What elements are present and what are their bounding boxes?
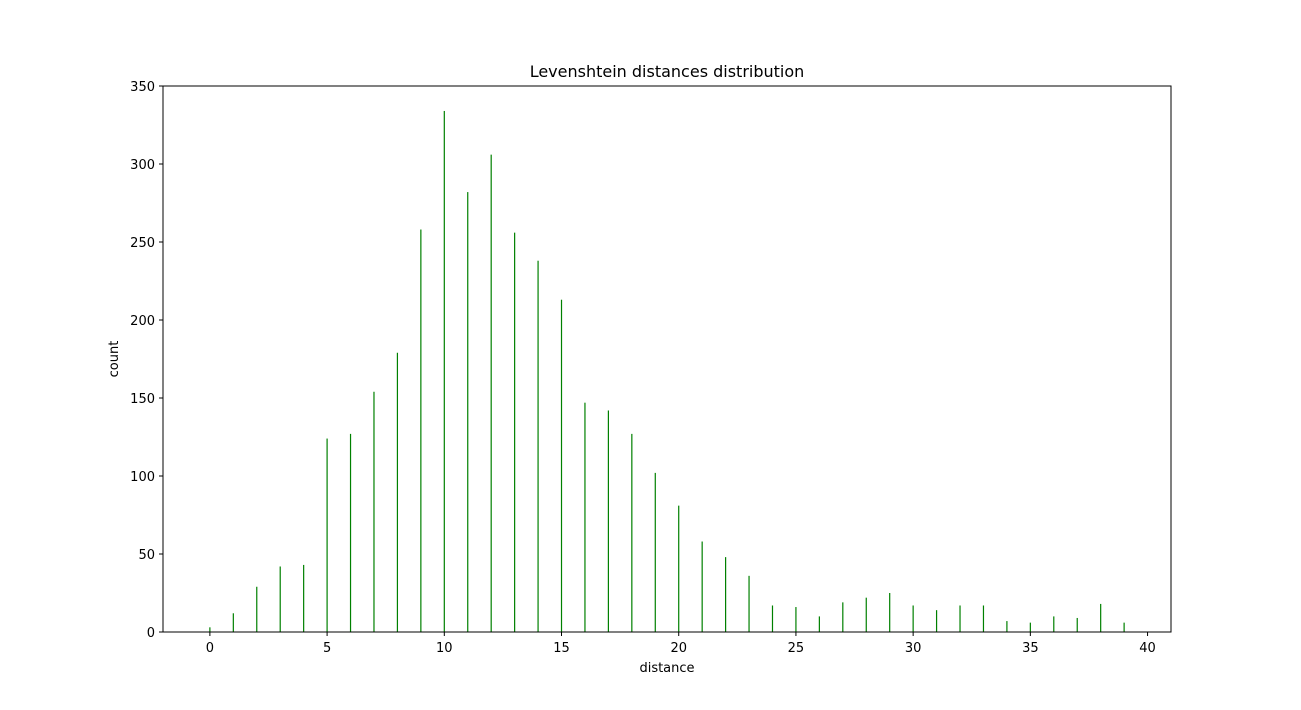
y-tick-label: 250 [130,236,155,251]
bar [725,557,727,632]
bar [396,352,399,632]
bar [209,627,211,632]
bar [1123,622,1125,632]
bar [842,602,844,632]
x-tick-label: 5 [323,641,331,656]
x-tick-label: 20 [670,641,687,656]
bar [256,586,258,632]
x-tick-label: 35 [1022,641,1039,656]
y-tick-label: 350 [130,80,155,95]
bar [560,299,563,632]
bar [443,110,445,632]
y-tick-label: 0 [147,626,155,641]
bar [818,616,820,632]
bar [982,605,985,632]
bar [771,605,774,632]
bar [232,613,234,632]
bar [514,232,516,632]
x-axis: 0 5 10 15 20 25 30 35 40 [206,632,1156,656]
chart-title: Levenshtein distances distribution [530,62,805,81]
bars [209,110,1125,632]
plot-frame [162,85,1172,633]
bar [1029,622,1031,632]
bar [1006,621,1008,632]
bar [349,433,352,632]
y-tick-label: 200 [130,314,155,329]
bar [1100,603,1102,632]
bar [701,541,703,632]
bar [303,564,305,632]
bar [490,154,492,632]
x-tick-label: 30 [905,641,922,656]
bar [467,192,469,632]
y-axis: 0 50 100 150 200 250 300 350 [130,80,163,641]
bar [654,472,656,632]
x-tick-label: 10 [436,641,453,656]
bar [420,229,422,632]
y-tick-label: 300 [130,158,155,173]
bar [584,402,586,632]
bar [279,566,281,632]
y-tick-label: 150 [130,392,155,407]
bar [959,605,961,632]
x-tick-label: 40 [1139,641,1156,656]
y-axis-label: count [107,341,122,378]
bar [537,260,539,632]
bar [748,575,750,632]
bar [678,505,680,632]
bar [889,593,891,632]
bar [607,410,609,632]
bar [326,438,328,632]
bar [935,610,938,632]
bar [1053,616,1055,632]
y-tick-label: 100 [130,470,155,485]
x-axis-label: distance [639,661,694,676]
x-tick-label: 0 [206,641,214,656]
bar [1076,617,1078,632]
y-tick-label: 50 [138,548,155,563]
bar [373,391,375,632]
bar [912,605,914,632]
bar [631,433,633,632]
x-tick-label: 15 [553,641,570,656]
bar [865,597,867,632]
x-tick-label: 25 [788,641,805,656]
bar [795,607,797,632]
